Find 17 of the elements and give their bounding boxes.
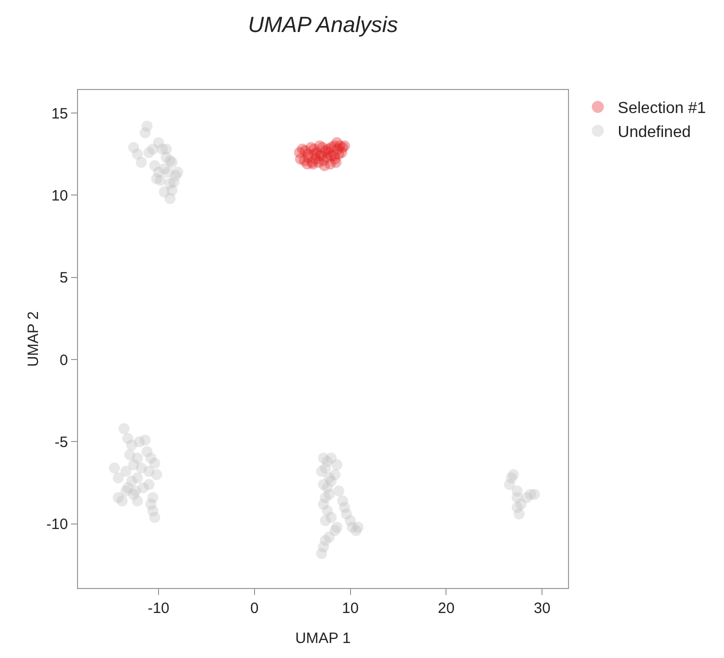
y-tick-label: 5: [60, 270, 68, 287]
y-tick-label: 0: [60, 352, 68, 369]
y-tick-label: -10: [46, 516, 68, 534]
legend-label: Undefined: [618, 124, 691, 141]
point: [332, 144, 344, 155]
legend-label: Selection #1: [618, 100, 706, 118]
x-tick-label: 0: [250, 600, 259, 617]
x-tick-label: 20: [438, 600, 455, 617]
chart-title: UMAP Analysis: [248, 12, 398, 37]
y-tick-label: 10: [51, 187, 68, 204]
x-tick-label: 10: [342, 600, 359, 617]
y-axis-title: UMAP 2: [25, 311, 42, 367]
x-axis-title: UMAP 1: [295, 630, 351, 647]
y-tick-label: 15: [51, 105, 68, 122]
x-tick-label: -10: [148, 600, 170, 617]
x-tick-label: 30: [534, 600, 550, 617]
y-tick-label: -5: [54, 434, 68, 451]
